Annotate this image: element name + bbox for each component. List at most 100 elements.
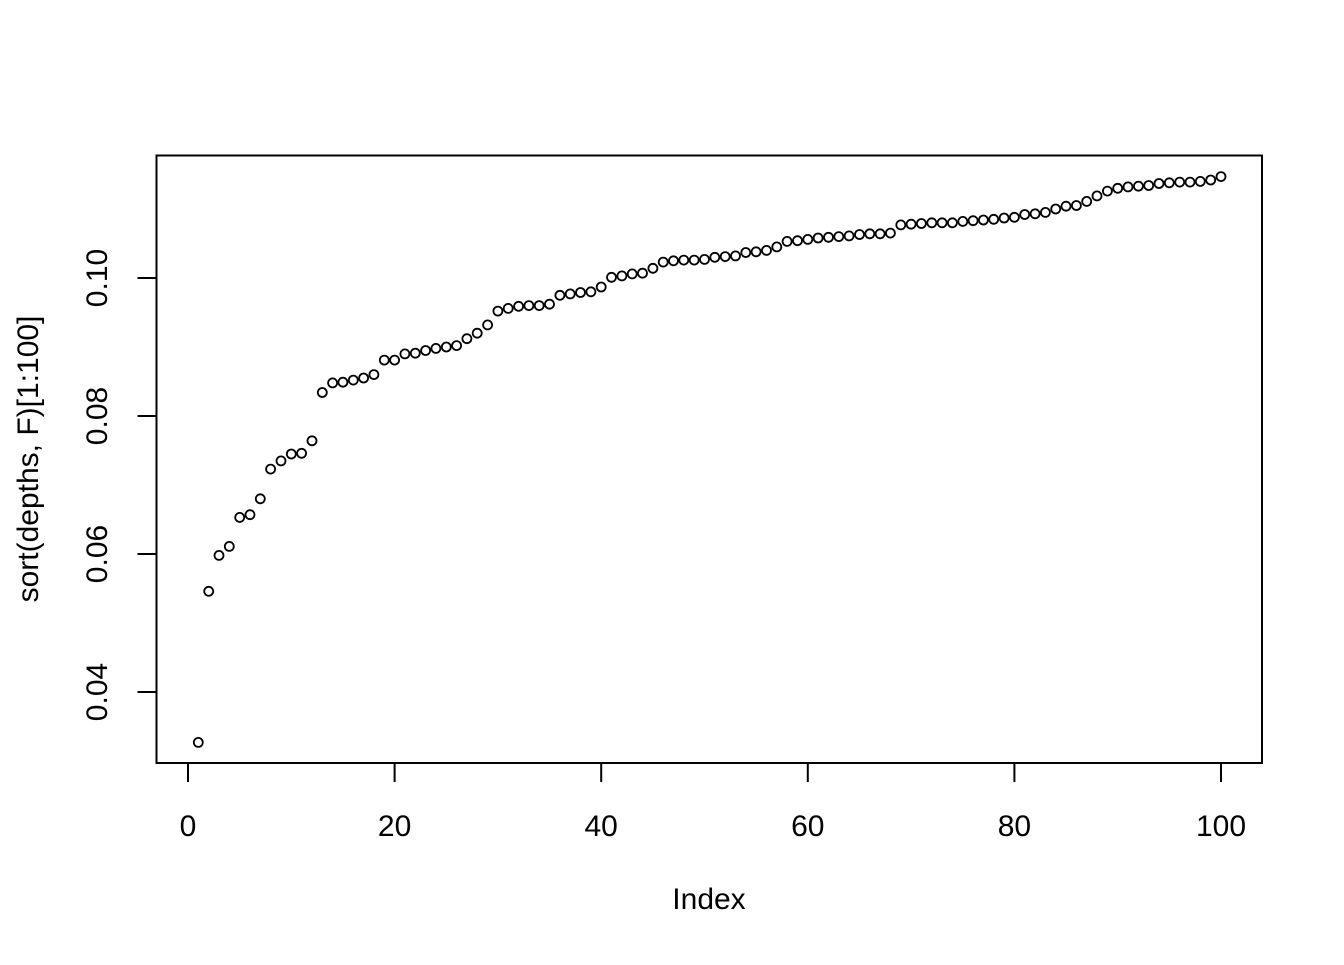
data-point bbox=[502, 302, 514, 314]
data-point bbox=[471, 327, 483, 339]
data-point bbox=[678, 254, 690, 266]
data-point bbox=[430, 342, 442, 354]
data-point bbox=[1174, 176, 1186, 188]
data-point bbox=[265, 463, 277, 475]
data-point bbox=[1009, 211, 1020, 223]
data-point bbox=[967, 215, 979, 227]
data-point bbox=[885, 227, 896, 239]
data-point bbox=[523, 300, 535, 312]
data-point bbox=[585, 286, 597, 298]
x-axis-label: Index bbox=[672, 883, 745, 916]
data-point bbox=[998, 212, 1010, 224]
data-point bbox=[440, 341, 452, 353]
data-point bbox=[916, 218, 927, 229]
data-point bbox=[306, 435, 318, 447]
data-point bbox=[1102, 185, 1113, 197]
data-point bbox=[812, 232, 824, 244]
data-point bbox=[213, 550, 225, 561]
data-point bbox=[244, 509, 256, 521]
data-point bbox=[347, 374, 359, 386]
data-point bbox=[1050, 203, 1062, 215]
data-point bbox=[554, 289, 566, 301]
data-point bbox=[1060, 200, 1072, 212]
data-point bbox=[647, 262, 659, 274]
data-point bbox=[420, 345, 432, 356]
data-point bbox=[740, 247, 752, 258]
data-point bbox=[854, 229, 865, 240]
data-point bbox=[1184, 176, 1196, 188]
data-point bbox=[223, 541, 235, 552]
x-tick-label: 0 bbox=[180, 810, 197, 843]
data-point bbox=[802, 233, 814, 245]
data-point bbox=[1133, 180, 1144, 192]
x-axis-ticks: 0 20 40 60 80 100 bbox=[180, 763, 1246, 843]
data-point bbox=[988, 213, 1000, 225]
data-point bbox=[947, 217, 958, 229]
data-point bbox=[688, 254, 700, 266]
data-point bbox=[626, 268, 638, 280]
data-point bbox=[327, 377, 339, 389]
data-point bbox=[833, 231, 845, 243]
data-point bbox=[792, 235, 803, 247]
data-point bbox=[1019, 209, 1031, 220]
data-point bbox=[482, 319, 494, 331]
data-point bbox=[513, 300, 524, 312]
data-point bbox=[296, 447, 308, 459]
data-point bbox=[368, 369, 380, 381]
data-point bbox=[936, 217, 948, 229]
data-point bbox=[978, 214, 989, 226]
data-point bbox=[192, 737, 204, 748]
data-point bbox=[1215, 171, 1227, 183]
y-axis-ticks: 0.04 0.06 0.08 0.10 bbox=[81, 249, 157, 721]
data-point bbox=[285, 448, 297, 460]
y-tick-label: 0.04 bbox=[81, 663, 114, 721]
data-point bbox=[409, 347, 421, 359]
data-point bbox=[1194, 175, 1206, 187]
y-tick-label: 0.06 bbox=[81, 525, 114, 583]
data-point bbox=[771, 241, 783, 253]
data-point bbox=[781, 235, 793, 247]
data-point bbox=[316, 387, 328, 398]
data-point bbox=[1071, 200, 1082, 211]
data-point bbox=[575, 287, 586, 298]
data-point bbox=[1143, 180, 1155, 191]
data-point bbox=[1040, 206, 1051, 218]
data-point bbox=[719, 251, 731, 263]
data-point bbox=[1081, 195, 1093, 207]
data-point bbox=[1112, 182, 1124, 194]
data-point bbox=[864, 228, 876, 240]
data-point bbox=[203, 585, 215, 597]
data-point bbox=[895, 219, 907, 231]
data-point bbox=[1163, 177, 1175, 189]
y-tick-label: 0.10 bbox=[81, 249, 114, 307]
data-point bbox=[389, 354, 401, 366]
x-tick-label: 20 bbox=[378, 810, 411, 843]
data-point bbox=[1205, 174, 1217, 186]
data-point bbox=[823, 231, 834, 243]
data-point bbox=[709, 251, 721, 263]
data-point bbox=[358, 372, 370, 384]
x-tick-label: 60 bbox=[791, 810, 824, 843]
data-point bbox=[275, 455, 287, 467]
data-point bbox=[492, 305, 504, 317]
y-tick-label: 0.08 bbox=[81, 387, 114, 445]
data-point bbox=[544, 298, 555, 310]
data-point bbox=[1029, 208, 1041, 220]
y-axis-label: sort(depths, F)[1:100] bbox=[12, 316, 45, 603]
data-point bbox=[378, 354, 390, 366]
data-point bbox=[1153, 178, 1165, 189]
data-point bbox=[595, 281, 607, 293]
data-point bbox=[761, 244, 772, 256]
data-point bbox=[254, 493, 266, 505]
data-point bbox=[668, 255, 679, 267]
data-point bbox=[564, 288, 576, 300]
data-point bbox=[699, 253, 710, 265]
data-point bbox=[874, 228, 886, 240]
data-point bbox=[399, 348, 411, 360]
data-point bbox=[461, 333, 473, 345]
data-point bbox=[905, 218, 917, 230]
data-point bbox=[957, 215, 969, 227]
data-points bbox=[192, 171, 1227, 748]
